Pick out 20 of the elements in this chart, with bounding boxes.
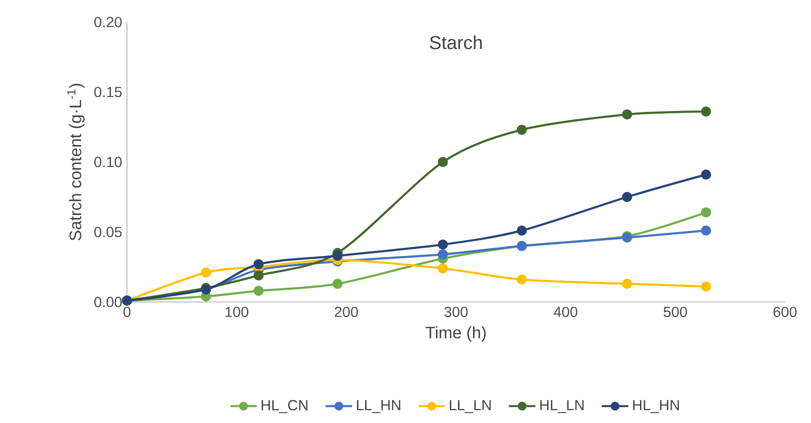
legend-label: LL_LN [450,400,491,414]
legend-label: HL_LN [540,400,584,414]
y-tick-label: 0.00 [94,296,122,308]
x-tick-label: 300 [444,306,468,318]
x-axis-title: Time (h) [426,326,486,342]
x-tick-label: 100 [226,306,248,318]
y-tick-label: 0.05 [94,226,122,238]
y-tick-label: 0.15 [94,86,122,98]
x-tick-label: 400 [554,306,578,318]
legend-label: HL_CN [262,400,308,414]
legend-label: LL_HN [357,400,400,414]
y-tick-label: 0.10 [94,156,122,168]
y-axis-title: Satrch content (g·L$^{-1}$) [67,84,85,240]
x-tick-label: 600 [774,306,797,318]
x-tick-label: 500 [664,306,687,318]
text: Starch [430,36,482,50]
y-tick-label: 0.20 [94,16,122,28]
x-tick-label: 0 [123,306,130,318]
legend-label: HL_HN [633,400,679,414]
x-tick-label: 200 [334,306,358,318]
